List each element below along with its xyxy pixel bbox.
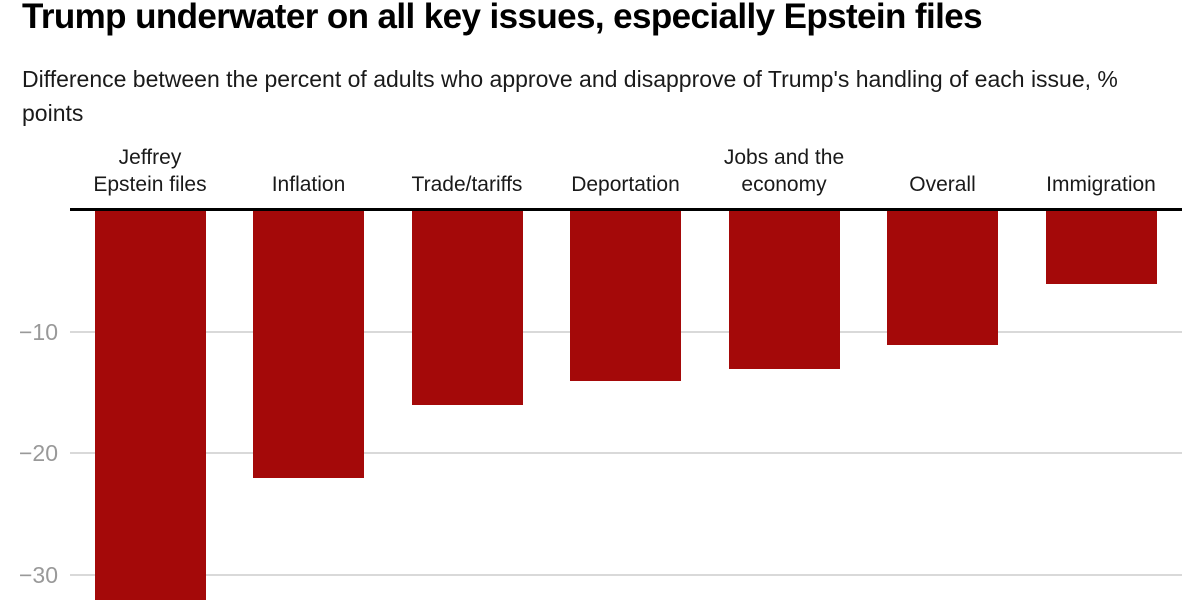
category-label-4: Deportation: [541, 171, 711, 198]
category-label-line: Epstein files: [93, 173, 207, 196]
bar-immigration: [1045, 211, 1157, 284]
category-label-line: Trade/tariffs: [411, 173, 523, 196]
category-label-line: Immigration: [1046, 173, 1156, 196]
category-label-line: Deportation: [571, 173, 680, 196]
category-label-7: Immigration: [1016, 171, 1186, 198]
zero-axis-line: [70, 208, 1182, 211]
category-label-5: Jobs and the economy: [699, 144, 869, 198]
bar-trade-tariffs: [411, 211, 523, 406]
category-label-3: Trade/tariffs: [382, 171, 552, 198]
category-label-1: Jeffrey Epstein files: [65, 144, 235, 198]
bar-jeffrey-epstein-files: [94, 211, 206, 600]
category-label-line: Overall: [909, 173, 976, 196]
bar-deportation: [570, 211, 681, 382]
chart-subtitle: Difference between the percent of adults…: [22, 66, 1118, 126]
category-label-line: Jobs and the: [723, 146, 845, 169]
category-label-line: Inflation: [271, 173, 346, 196]
gridline--20: [70, 452, 1182, 454]
bar-inflation: [253, 211, 364, 479]
bar-overall: [887, 211, 998, 345]
y-tick-label: −20: [18, 440, 58, 466]
category-label-line: economy: [741, 173, 827, 196]
category-label-2: Inflation: [224, 171, 394, 198]
y-tick-label: −10: [18, 318, 58, 345]
chart-title: Trump underwater on all key issues, espe…: [22, 0, 983, 36]
category-label-line: Jeffrey: [118, 146, 182, 169]
y-tick-label: −30: [18, 561, 58, 588]
category-label-6: Overall: [858, 171, 1028, 198]
bar-jobs-and-the-economy: [728, 211, 840, 369]
gridline--30: [70, 573, 1182, 576]
